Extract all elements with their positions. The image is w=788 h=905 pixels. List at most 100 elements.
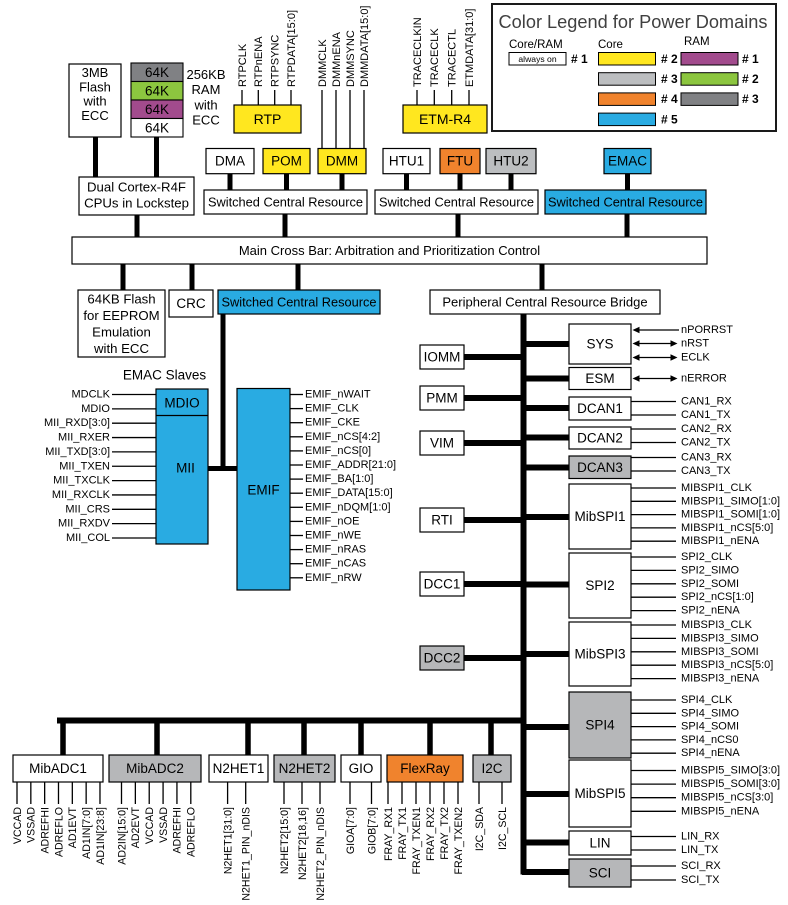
svg-text:DMM: DMM bbox=[326, 154, 358, 169]
svg-text:GIO: GIO bbox=[349, 761, 374, 776]
svg-text:MII_RXCLK: MII_RXCLK bbox=[52, 489, 111, 501]
svg-text:always on: always on bbox=[518, 54, 556, 64]
svg-text:I2C_SCL: I2C_SCL bbox=[497, 807, 509, 850]
svg-text:EMIF_CLK: EMIF_CLK bbox=[305, 403, 359, 415]
svg-text:FRAY_RX2: FRAY_RX2 bbox=[425, 807, 437, 861]
svg-text:GIOB[7:0]: GIOB[7:0] bbox=[366, 807, 378, 854]
svg-text:DMMSYNC: DMMSYNC bbox=[345, 30, 357, 87]
svg-text:HTU2: HTU2 bbox=[493, 154, 528, 169]
svg-text:ESM: ESM bbox=[585, 371, 614, 386]
svg-text:EMIF_nRW: EMIF_nRW bbox=[305, 572, 362, 584]
svg-text:Main Cross Bar: Arbitration an: Main Cross Bar: Arbitration and Prioriti… bbox=[239, 243, 540, 258]
svg-text:64K: 64K bbox=[145, 65, 169, 80]
svg-text:MIBSPI3_SIMO: MIBSPI3_SIMO bbox=[681, 632, 759, 644]
svg-text:SPI4_SOMI: SPI4_SOMI bbox=[681, 721, 739, 733]
svg-text:SPI4_SIMO: SPI4_SIMO bbox=[681, 707, 740, 719]
svg-text:LIN_TX: LIN_TX bbox=[681, 844, 719, 856]
svg-text:CAN3_RX: CAN3_RX bbox=[681, 452, 732, 464]
svg-text:TRACECLK: TRACECLK bbox=[429, 28, 441, 87]
svg-text:ADREFLO: ADREFLO bbox=[53, 807, 65, 857]
svg-text:DMMnENA: DMMnENA bbox=[331, 31, 343, 87]
svg-text:MII_RXDV: MII_RXDV bbox=[58, 518, 111, 530]
svg-text:N2HET2[18,16]: N2HET2[18,16] bbox=[297, 807, 309, 880]
svg-text:nRST: nRST bbox=[681, 338, 709, 350]
svg-text:ECC: ECC bbox=[192, 113, 219, 128]
svg-text:RTPSYNC: RTPSYNC bbox=[270, 35, 282, 87]
svg-text:SCI: SCI bbox=[589, 866, 612, 881]
svg-text:RTPCLK: RTPCLK bbox=[237, 43, 249, 87]
svg-text:ECC: ECC bbox=[81, 108, 108, 123]
svg-text:N2HET2[15:0]: N2HET2[15:0] bbox=[279, 807, 291, 874]
svg-text:FlexRay: FlexRay bbox=[400, 761, 450, 776]
svg-text:CAN2_TX: CAN2_TX bbox=[681, 437, 731, 449]
svg-text:VIM: VIM bbox=[430, 436, 454, 451]
svg-text:nPORRST: nPORRST bbox=[681, 324, 733, 336]
svg-text:LIN: LIN bbox=[589, 836, 610, 851]
svg-text:N2HET1[31:0]: N2HET1[31:0] bbox=[222, 807, 234, 874]
svg-text:FTU: FTU bbox=[447, 154, 473, 169]
svg-text:N2HET2_PIN_nDIS: N2HET2_PIN_nDIS bbox=[315, 807, 327, 901]
svg-text:SYS: SYS bbox=[586, 337, 613, 352]
svg-text:EMIF_ADDR[21:0]: EMIF_ADDR[21:0] bbox=[305, 459, 396, 471]
svg-text:Flash: Flash bbox=[79, 79, 111, 94]
svg-text:MDCLK: MDCLK bbox=[71, 389, 110, 401]
svg-text:64K: 64K bbox=[145, 102, 169, 117]
svg-text:EMIF_nRAS: EMIF_nRAS bbox=[305, 544, 366, 556]
svg-text:EMIF_nOE: EMIF_nOE bbox=[305, 515, 359, 527]
svg-text:Switched Central Resource: Switched Central Resource bbox=[379, 195, 534, 210]
svg-text:GIOA[7:0]: GIOA[7:0] bbox=[345, 807, 357, 854]
svg-text:RAM: RAM bbox=[192, 82, 221, 97]
svg-text:MibADC1: MibADC1 bbox=[29, 761, 87, 776]
svg-text:MIBSPI3_CLK: MIBSPI3_CLK bbox=[681, 619, 753, 631]
svg-text:AD2IN[15:0]: AD2IN[15:0] bbox=[116, 807, 128, 865]
svg-text:EMIF_nWE: EMIF_nWE bbox=[305, 530, 361, 542]
svg-text:with ECC: with ECC bbox=[93, 341, 149, 356]
svg-text:Color Legend for Power Domains: Color Legend for Power Domains bbox=[499, 12, 768, 32]
svg-text:MIBSPI5_SIMO[3:0]: MIBSPI5_SIMO[3:0] bbox=[681, 765, 780, 777]
svg-text:SPI2_SOMI: SPI2_SOMI bbox=[681, 578, 739, 590]
svg-text:Switched Central Resource: Switched Central Resource bbox=[208, 195, 363, 210]
svg-text:SPI4_nCS0: SPI4_nCS0 bbox=[681, 734, 738, 746]
svg-text:EMIF_DATA[15:0]: EMIF_DATA[15:0] bbox=[305, 487, 393, 499]
svg-text:DCC1: DCC1 bbox=[424, 577, 461, 592]
svg-text:EMIF_CKE: EMIF_CKE bbox=[305, 417, 360, 429]
svg-text:AD1EVT: AD1EVT bbox=[67, 806, 79, 848]
svg-text:SCI_RX: SCI_RX bbox=[681, 860, 721, 872]
svg-text:Core/RAM: Core/RAM bbox=[509, 39, 563, 51]
svg-text:MIBSPI5_nCS[3:0]: MIBSPI5_nCS[3:0] bbox=[681, 792, 773, 804]
svg-text:DCAN3: DCAN3 bbox=[577, 460, 623, 475]
svg-text:EMIF_nWAIT: EMIF_nWAIT bbox=[305, 389, 371, 401]
svg-text:MII_RXD[3:0]: MII_RXD[3:0] bbox=[44, 417, 110, 429]
svg-text:MibADC2: MibADC2 bbox=[126, 761, 184, 776]
svg-text:MIBSPI5_nENA: MIBSPI5_nENA bbox=[681, 805, 760, 817]
svg-text:PMM: PMM bbox=[426, 391, 458, 406]
svg-text:ADREFLO: ADREFLO bbox=[186, 807, 198, 857]
svg-text:64K: 64K bbox=[145, 120, 169, 135]
svg-text:MibSPI1: MibSPI1 bbox=[574, 509, 625, 524]
svg-text:EMAC: EMAC bbox=[608, 154, 647, 169]
svg-text:N2HET1: N2HET1 bbox=[213, 761, 265, 776]
svg-text:CRC: CRC bbox=[176, 296, 205, 311]
svg-text:MIBSPI1_nENA: MIBSPI1_nENA bbox=[681, 535, 760, 547]
svg-text:Core: Core bbox=[598, 39, 623, 51]
svg-text:RTPnENA: RTPnENA bbox=[253, 36, 265, 87]
svg-text:EMIF_BA[1:0]: EMIF_BA[1:0] bbox=[305, 473, 373, 485]
svg-text:MIBSPI5_SOMI[3:0]: MIBSPI5_SOMI[3:0] bbox=[681, 778, 780, 790]
svg-text:MibSPI5: MibSPI5 bbox=[574, 786, 625, 801]
svg-text:Peripheral Central Resource Br: Peripheral Central Resource Bridge bbox=[442, 295, 647, 310]
svg-text:CAN2_RX: CAN2_RX bbox=[681, 423, 732, 435]
svg-text:MII_TXCLK: MII_TXCLK bbox=[53, 475, 111, 487]
svg-text:I2C: I2C bbox=[481, 761, 502, 776]
svg-text:EMAC Slaves: EMAC Slaves bbox=[123, 368, 207, 383]
svg-text:DCAN2: DCAN2 bbox=[577, 431, 623, 446]
svg-text:MIBSPI3_nENA: MIBSPI3_nENA bbox=[681, 673, 760, 685]
svg-text:MII_TXEN: MII_TXEN bbox=[59, 460, 110, 472]
svg-text:SPI2_nCS[1:0]: SPI2_nCS[1:0] bbox=[681, 591, 754, 603]
svg-text:DCC2: DCC2 bbox=[424, 651, 461, 666]
svg-text:3MB: 3MB bbox=[82, 65, 109, 80]
svg-text:ECLK: ECLK bbox=[681, 352, 710, 364]
svg-text:# 1: # 1 bbox=[571, 52, 588, 66]
svg-text:with: with bbox=[193, 97, 217, 112]
svg-text:AD1IN[7:0]: AD1IN[7:0] bbox=[81, 807, 93, 859]
svg-text:SPI4_CLK: SPI4_CLK bbox=[681, 694, 733, 706]
